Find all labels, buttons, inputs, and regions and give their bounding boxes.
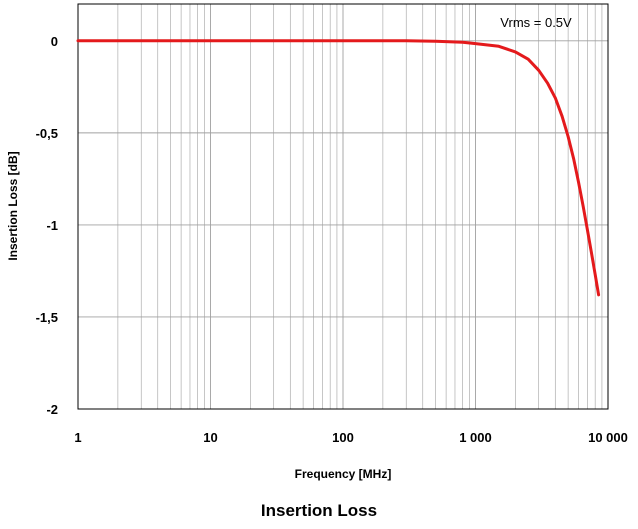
x-tick-label: 10 000	[588, 430, 628, 445]
y-tick-label: -0,5	[36, 126, 58, 141]
y-tick-label: -1,5	[36, 310, 58, 325]
x-axis-title: Frequency [MHz]	[295, 467, 392, 481]
figure-caption: Insertion Loss	[260, 501, 378, 520]
y-tick-label: -2	[46, 402, 58, 417]
series-layer	[76, 39, 601, 297]
grid	[78, 4, 608, 409]
y-tick-label: -1	[46, 218, 58, 233]
y-axis-title: Insertion Loss [dB]	[6, 151, 20, 260]
y-tick-label: 0	[51, 34, 58, 49]
x-tick-label: 100	[332, 430, 354, 445]
tick-labels: 1 10 100 1 000 10 000 0 -0,5 -1 -1,5 -2	[36, 34, 628, 445]
x-tick-label: 10	[203, 430, 217, 445]
x-tick-label: 1 000	[459, 430, 492, 445]
x-tick-label: 1	[74, 430, 81, 445]
series-line-1	[76, 39, 601, 297]
plot-frame	[77, 3, 609, 410]
annotation-vrms: Vrms = 0.5V	[500, 15, 572, 30]
